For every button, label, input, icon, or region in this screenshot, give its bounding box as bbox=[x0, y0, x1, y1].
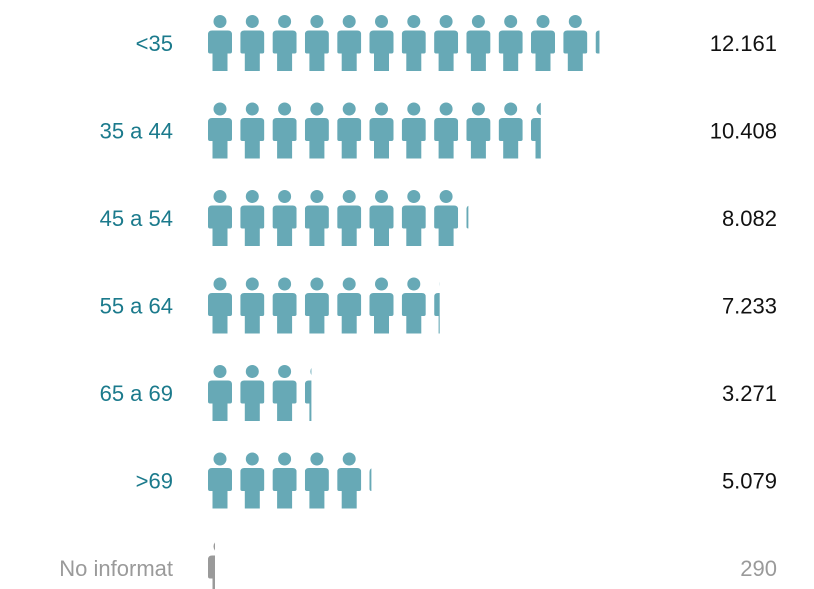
person-icon bbox=[240, 15, 265, 71]
value-label: 7.233 bbox=[722, 294, 777, 319]
person-icon bbox=[240, 452, 265, 509]
person-icon-partial bbox=[531, 102, 541, 159]
chart-row: 55 a 64 7.233 bbox=[100, 277, 777, 334]
value-label: 8.082 bbox=[722, 206, 777, 231]
chart-row: 65 a 69 3.271 bbox=[100, 365, 777, 421]
person-icon-partial bbox=[208, 540, 215, 589]
value-label: 5.079 bbox=[722, 469, 777, 494]
person-icon bbox=[337, 452, 362, 509]
person-icon bbox=[240, 365, 265, 421]
person-icon bbox=[369, 102, 394, 159]
person-icon bbox=[369, 277, 394, 334]
person-icon bbox=[401, 277, 426, 334]
person-icon bbox=[498, 102, 523, 159]
chart-rows: <35 12.161 35 a 44 10.408 45 a 54 8.082 55 a 6… bbox=[59, 15, 777, 589]
person-icon bbox=[337, 277, 362, 334]
person-icon bbox=[466, 102, 491, 159]
value-label: 10.408 bbox=[710, 119, 777, 144]
person-icon bbox=[272, 15, 297, 71]
person-icon bbox=[304, 15, 329, 71]
person-icon bbox=[208, 102, 232, 159]
chart-row: No informat 290 bbox=[59, 540, 777, 589]
person-icon bbox=[208, 365, 232, 421]
person-icon-partial bbox=[595, 15, 600, 71]
chart-row: <35 12.161 bbox=[136, 15, 777, 71]
person-icon-partial bbox=[304, 365, 312, 421]
person-icon bbox=[272, 190, 297, 246]
person-icon bbox=[208, 190, 232, 246]
person-icon bbox=[531, 15, 555, 71]
person-icon bbox=[337, 190, 362, 246]
person-icon bbox=[240, 277, 265, 334]
person-icon bbox=[272, 452, 297, 509]
person-icon-partial bbox=[369, 452, 372, 509]
person-icon bbox=[240, 102, 265, 159]
value-label: 12.161 bbox=[710, 31, 777, 56]
chart-row: 35 a 44 10.408 bbox=[100, 102, 777, 159]
category-label: >69 bbox=[136, 469, 173, 494]
person-icon bbox=[369, 190, 394, 246]
person-icon bbox=[434, 190, 459, 246]
person-icon bbox=[208, 452, 232, 509]
person-icon bbox=[434, 15, 459, 71]
category-label: 45 a 54 bbox=[100, 206, 173, 231]
person-icon bbox=[272, 277, 297, 334]
category-label: 35 a 44 bbox=[100, 119, 173, 144]
person-icon bbox=[304, 277, 329, 334]
person-icon bbox=[240, 190, 265, 246]
person-icon bbox=[272, 102, 297, 159]
chart-row: 45 a 54 8.082 bbox=[100, 190, 777, 246]
person-icon bbox=[434, 102, 459, 159]
person-icon bbox=[401, 102, 426, 159]
person-icon bbox=[304, 190, 329, 246]
person-icon bbox=[369, 15, 394, 71]
person-icon-partial bbox=[434, 277, 440, 334]
person-icon bbox=[498, 15, 523, 71]
person-icon bbox=[401, 190, 426, 246]
person-icon-partial bbox=[466, 190, 469, 246]
person-icon bbox=[272, 365, 297, 421]
person-icon bbox=[208, 277, 232, 334]
category-label: 65 a 69 bbox=[100, 381, 173, 406]
person-icon bbox=[304, 452, 329, 509]
person-icon bbox=[337, 102, 362, 159]
category-label: 55 a 64 bbox=[100, 294, 173, 319]
person-icon bbox=[304, 102, 329, 159]
category-label: <35 bbox=[136, 31, 173, 56]
person-icon bbox=[401, 15, 426, 71]
person-icon bbox=[563, 15, 588, 71]
chart-row: >69 5.079 bbox=[136, 452, 777, 509]
person-icon bbox=[208, 15, 232, 71]
category-label: No informat bbox=[59, 556, 173, 581]
value-label: 290 bbox=[740, 556, 777, 581]
person-icon bbox=[337, 15, 362, 71]
person-icon bbox=[466, 15, 491, 71]
value-label: 3.271 bbox=[722, 381, 777, 406]
